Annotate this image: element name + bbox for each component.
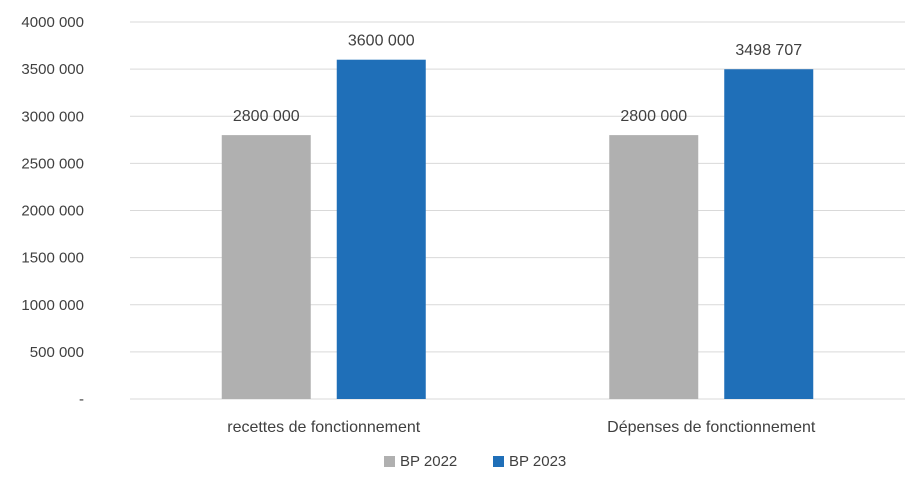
x-category-label: recettes de fonctionnement bbox=[227, 419, 421, 436]
legend-label: BP 2023 bbox=[509, 453, 566, 470]
bar-bp-2023 bbox=[336, 59, 426, 399]
y-tick-label: 1000 000 bbox=[21, 297, 84, 314]
bar-bp-2022 bbox=[609, 135, 699, 399]
y-tick-label: 3500 000 bbox=[21, 61, 84, 78]
data-label: 3498 707 bbox=[735, 42, 802, 59]
data-labels-layer: 2800 000 3600 000 2800 000 3498 707 bbox=[233, 33, 802, 125]
bars-layer bbox=[221, 59, 814, 400]
legend-swatch bbox=[384, 456, 395, 467]
legend-swatch bbox=[493, 456, 504, 467]
y-tick-label: 500 000 bbox=[30, 344, 84, 361]
x-axis-categories: recettes de fonctionnement Dépenses de fo… bbox=[227, 419, 816, 436]
y-tick-label: 4000 000 bbox=[21, 14, 84, 31]
y-axis-ticks: - 500 000 1000 000 1500 000 2000 000 2500 000… bbox=[21, 14, 84, 408]
x-category-label: Dépenses de fonctionnement bbox=[607, 419, 816, 436]
data-label: 2800 000 bbox=[620, 108, 687, 125]
data-label: 3600 000 bbox=[348, 33, 415, 50]
bar-bp-2022 bbox=[221, 135, 311, 399]
legend: BP 2022 BP 2023 bbox=[384, 453, 566, 470]
y-tick-label: 2000 000 bbox=[21, 203, 84, 220]
y-tick-label: 3000 000 bbox=[21, 108, 84, 125]
data-label: 2800 000 bbox=[233, 108, 300, 125]
y-tick-label: 1500 000 bbox=[21, 250, 84, 267]
y-tick-label: 2500 000 bbox=[21, 155, 84, 172]
legend-label: BP 2022 bbox=[400, 453, 457, 470]
y-tick-label: - bbox=[79, 391, 84, 408]
bar-bp-2023 bbox=[724, 69, 814, 400]
